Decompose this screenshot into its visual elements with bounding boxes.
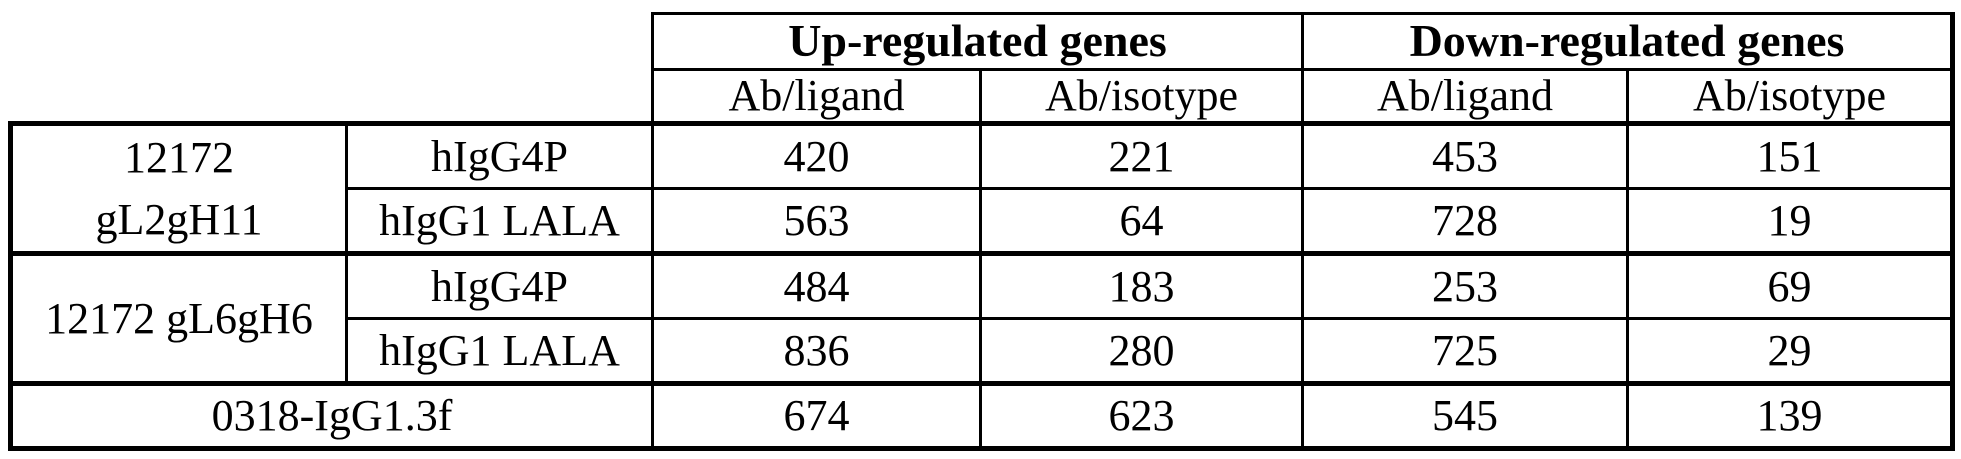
variant-label: hIgG1 LALA — [345, 317, 654, 386]
header-up-regulated-genes: Up-regulated genes — [651, 12, 1304, 71]
value-cell: 151 — [1626, 121, 1955, 191]
value-cell: 728 — [1301, 187, 1629, 256]
value-cell: 64 — [979, 187, 1304, 256]
subheader-up-ab-ligand: Ab/ligand — [651, 67, 982, 126]
value-cell: 836 — [651, 317, 982, 386]
value-cell: 253 — [1301, 251, 1629, 321]
value-cell: 725 — [1301, 317, 1629, 386]
value-cell: 623 — [979, 381, 1304, 452]
value-cell: 69 — [1626, 251, 1955, 321]
blank-corner-bottom — [10, 69, 653, 124]
value-cell: 674 — [651, 381, 982, 452]
subheader-up-ab-isotype: Ab/isotype — [979, 67, 1304, 126]
value-cell: 563 — [651, 187, 982, 256]
subheader-down-ab-isotype: Ab/isotype — [1626, 67, 1955, 126]
subheader-down-ab-ligand: Ab/ligand — [1301, 67, 1629, 126]
value-cell: 221 — [979, 121, 1304, 191]
variant-label: hIgG4P — [345, 251, 654, 321]
value-cell: 453 — [1301, 121, 1629, 191]
value-cell: 545 — [1301, 381, 1629, 452]
row-label-0318-igg13f: 0318-IgG1.3f — [8, 381, 654, 452]
value-cell: 183 — [979, 251, 1304, 321]
blank-corner-top — [10, 13, 653, 70]
row-group-label-line1: 12172 — [124, 133, 234, 183]
variant-label: hIgG1 LALA — [345, 187, 654, 256]
value-cell: 420 — [651, 121, 982, 191]
row-group-label-12172-gl2gh11: 12172 gL2gH11 — [8, 121, 348, 256]
value-cell: 139 — [1626, 381, 1955, 452]
gene-counts-table: Up-regulated genes Down-regulated genes … — [8, 12, 1955, 452]
header-down-regulated-genes: Down-regulated genes — [1301, 12, 1955, 71]
value-cell: 484 — [651, 251, 982, 321]
value-cell: 29 — [1626, 317, 1955, 386]
variant-label: hIgG4P — [345, 121, 654, 191]
row-group-label-line2: gL2gH11 — [95, 194, 263, 244]
value-cell: 19 — [1626, 187, 1955, 256]
gene-regulation-table-container: Up-regulated genes Down-regulated genes … — [8, 12, 1955, 452]
value-cell: 280 — [979, 317, 1304, 386]
row-group-label-12172-gl6gh6: 12172 gL6gH6 — [8, 251, 348, 386]
